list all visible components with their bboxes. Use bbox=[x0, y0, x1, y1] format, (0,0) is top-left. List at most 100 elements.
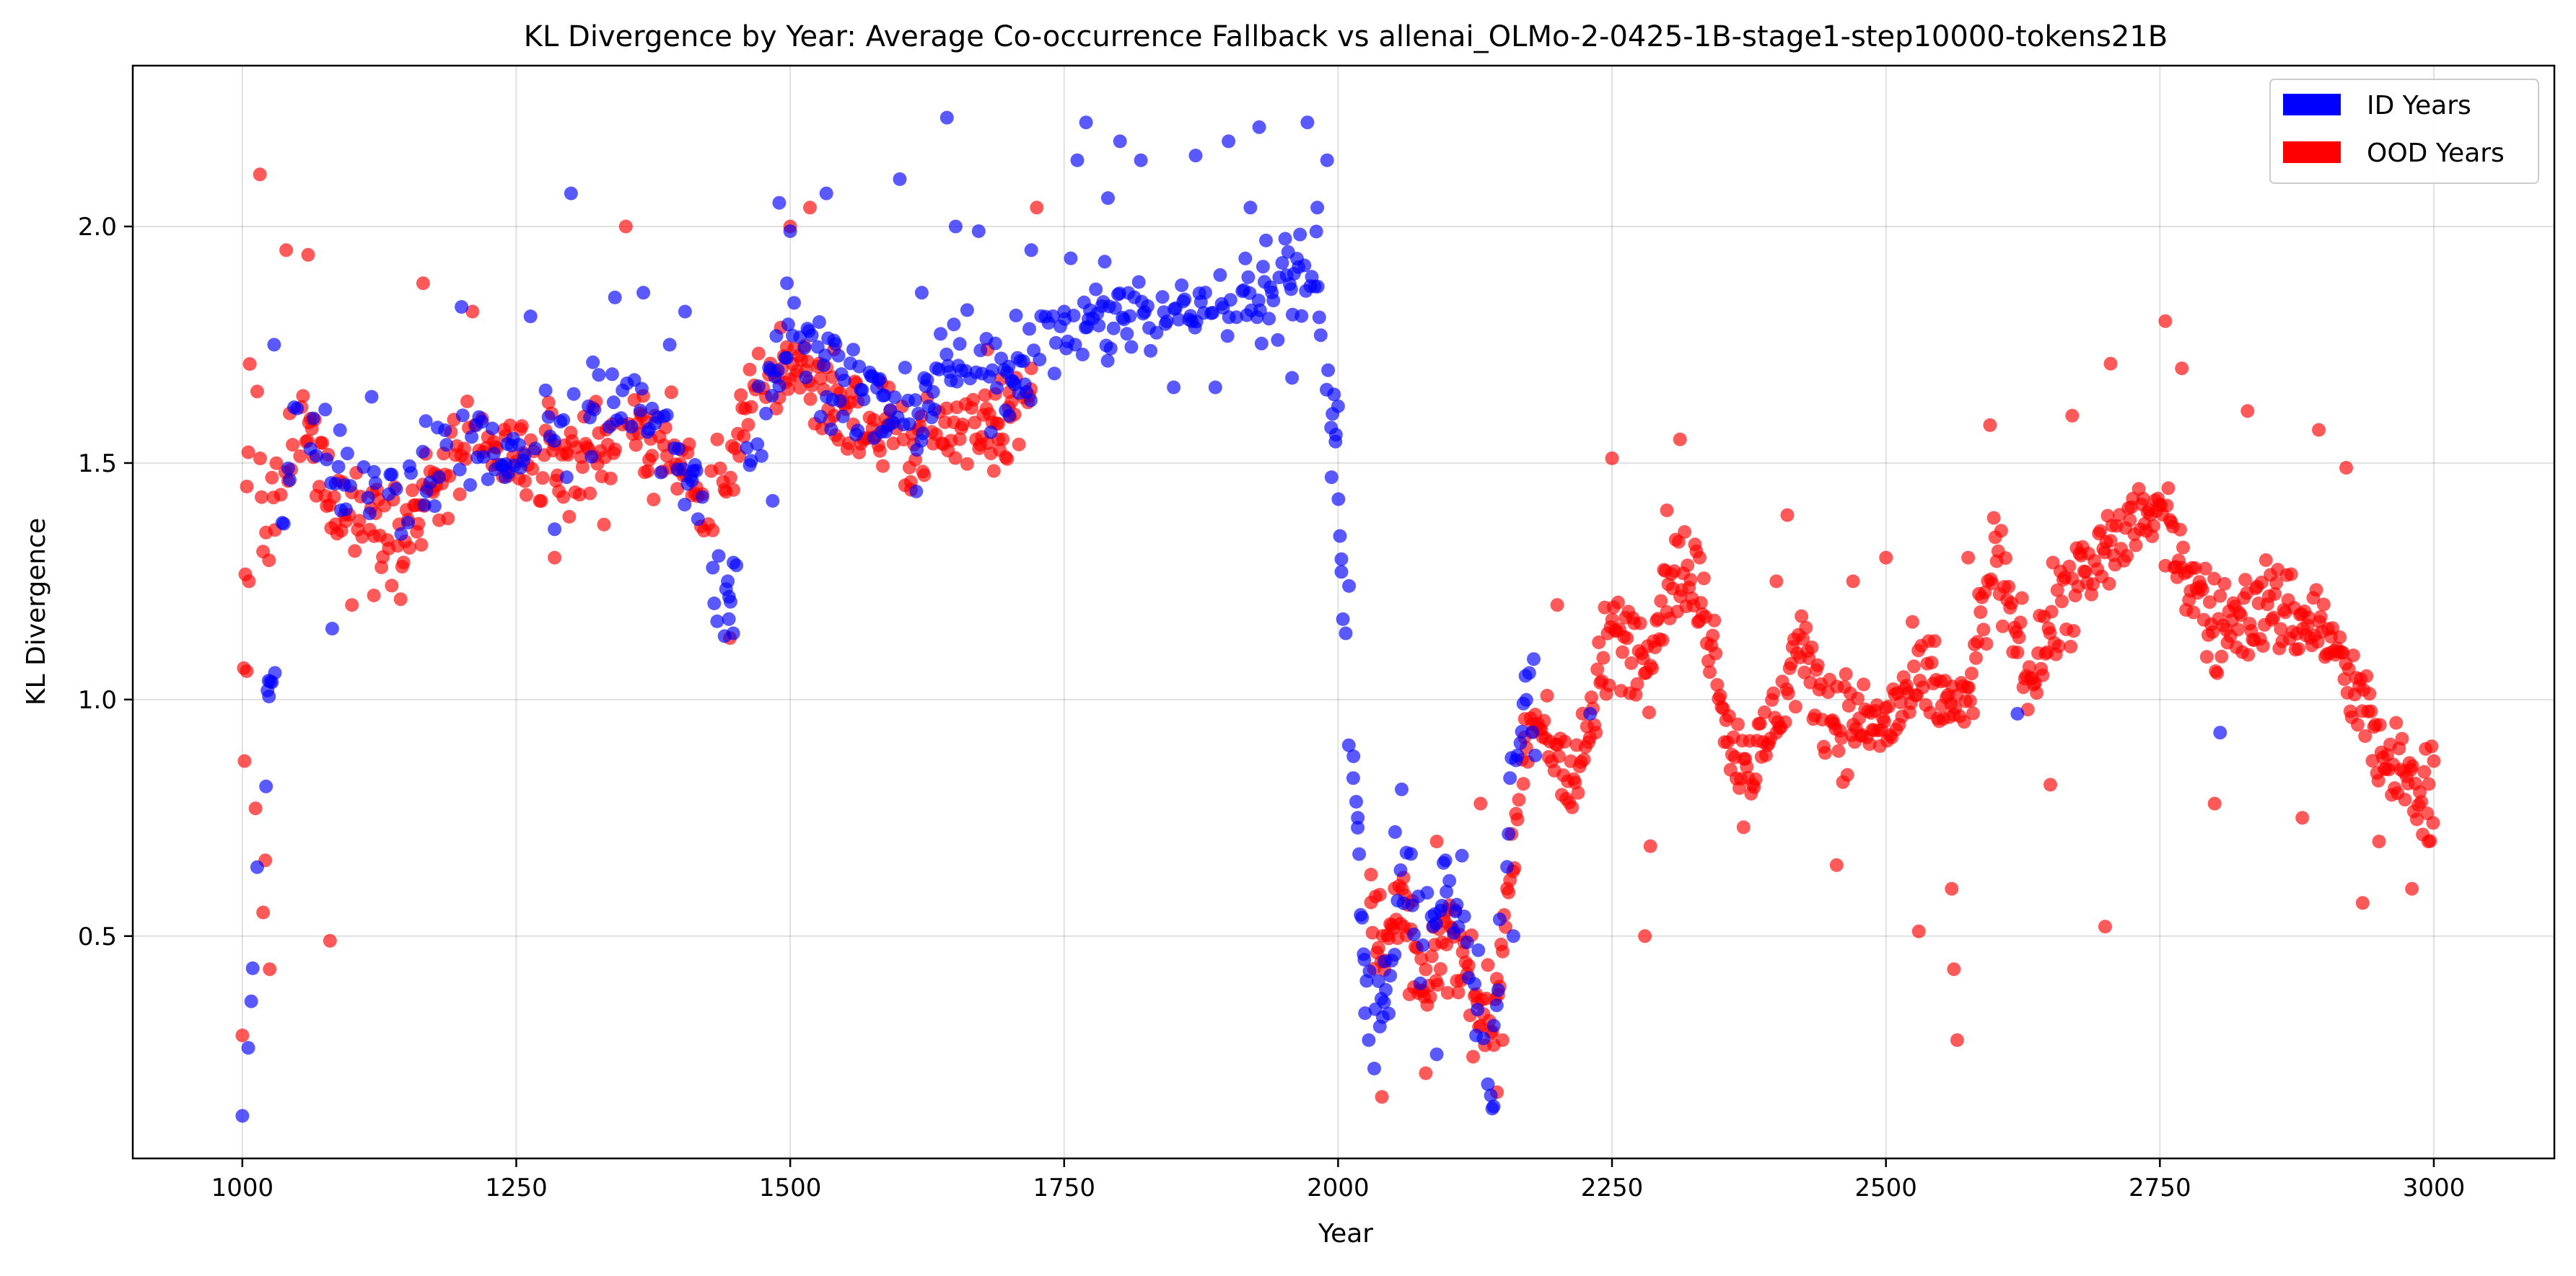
data-point bbox=[1916, 680, 1930, 695]
data-point bbox=[253, 167, 267, 182]
data-point bbox=[614, 411, 628, 426]
data-point bbox=[1075, 348, 1090, 361]
data-point bbox=[828, 337, 843, 351]
data-point bbox=[2145, 529, 2159, 543]
data-point bbox=[939, 110, 954, 125]
data-point bbox=[541, 395, 556, 410]
data-point bbox=[867, 413, 881, 427]
data-point bbox=[2346, 648, 2360, 663]
data-point bbox=[1753, 716, 1767, 731]
data-point bbox=[721, 574, 735, 589]
data-point bbox=[628, 438, 643, 452]
data-point bbox=[1285, 371, 1300, 385]
data-point bbox=[1973, 605, 1988, 620]
data-point bbox=[1471, 1003, 1485, 1017]
data-point bbox=[455, 300, 469, 314]
data-point bbox=[742, 362, 757, 377]
data-point bbox=[1525, 725, 1539, 739]
data-point bbox=[960, 457, 974, 471]
data-point bbox=[1440, 986, 1455, 1000]
data-point bbox=[1495, 1033, 1510, 1047]
data-point bbox=[2313, 610, 2328, 624]
data-point bbox=[1484, 1088, 1498, 1103]
data-point bbox=[800, 354, 815, 369]
data-point bbox=[711, 549, 726, 563]
data-point bbox=[2316, 597, 2331, 612]
data-point bbox=[352, 514, 367, 528]
data-point bbox=[1515, 724, 1529, 739]
data-point bbox=[1293, 227, 1307, 242]
data-point bbox=[2339, 461, 2353, 475]
data-point bbox=[983, 425, 998, 439]
data-point bbox=[803, 201, 817, 215]
data-points bbox=[235, 110, 2441, 1123]
data-point bbox=[1022, 322, 1036, 336]
data-point bbox=[737, 429, 751, 444]
data-point bbox=[1372, 887, 1387, 902]
data-point bbox=[1906, 659, 1921, 674]
data-point bbox=[1985, 576, 1999, 591]
data-point bbox=[1466, 1050, 1480, 1064]
data-point bbox=[691, 512, 705, 527]
data-point bbox=[2067, 624, 2081, 638]
x-tick-label: 2250 bbox=[1581, 1174, 1644, 1202]
data-point bbox=[1407, 927, 1421, 941]
data-point bbox=[2358, 729, 2373, 743]
data-point bbox=[559, 470, 574, 485]
data-point bbox=[1334, 565, 1349, 579]
data-point bbox=[939, 347, 954, 361]
data-point bbox=[1220, 329, 1235, 343]
data-point bbox=[1748, 772, 1763, 786]
data-point bbox=[1208, 380, 1222, 395]
data-point bbox=[1571, 786, 1585, 800]
data-point bbox=[2098, 920, 2112, 934]
data-point bbox=[1629, 687, 1643, 702]
data-point bbox=[403, 541, 416, 555]
data-point bbox=[926, 384, 940, 399]
data-point bbox=[886, 436, 901, 451]
data-point bbox=[1963, 694, 1977, 708]
data-point bbox=[812, 315, 826, 329]
data-point bbox=[2422, 777, 2436, 791]
data-point bbox=[1333, 529, 1347, 543]
data-point bbox=[1346, 749, 1361, 763]
data-point bbox=[1351, 811, 1365, 825]
data-point bbox=[1451, 920, 1466, 934]
data-point bbox=[1375, 1090, 1389, 1104]
data-point bbox=[235, 1029, 250, 1042]
data-point bbox=[978, 388, 992, 402]
data-point bbox=[1358, 1006, 1372, 1021]
data-point bbox=[1731, 717, 1745, 731]
data-point bbox=[241, 445, 255, 459]
data-point bbox=[888, 390, 902, 405]
data-point bbox=[939, 401, 954, 415]
data-point bbox=[556, 413, 571, 427]
data-point bbox=[1144, 343, 1158, 358]
data-point bbox=[2050, 583, 2064, 597]
data-point bbox=[1420, 886, 1434, 900]
data-point bbox=[2010, 646, 2025, 659]
data-point bbox=[2424, 739, 2439, 754]
data-point bbox=[689, 464, 704, 478]
data-point bbox=[2020, 703, 2035, 717]
x-tick-label: 2000 bbox=[1307, 1174, 1370, 1202]
y-tick-label: 0.5 bbox=[78, 923, 117, 951]
data-point bbox=[769, 402, 784, 415]
data-point bbox=[1496, 944, 1510, 959]
data-point bbox=[1457, 910, 1471, 923]
x-axis-label: Year bbox=[1318, 1219, 1373, 1249]
data-point bbox=[1893, 695, 1908, 710]
data-point bbox=[301, 247, 315, 262]
data-point bbox=[1740, 760, 1754, 774]
data-point bbox=[1831, 744, 1846, 758]
data-point bbox=[1101, 191, 1115, 206]
data-point bbox=[455, 408, 470, 423]
data-point bbox=[1722, 709, 1736, 723]
data-point bbox=[1510, 748, 1525, 762]
data-point bbox=[394, 527, 408, 541]
data-point bbox=[242, 574, 256, 589]
data-point bbox=[813, 410, 828, 424]
data-point bbox=[1430, 977, 1445, 992]
data-point bbox=[256, 905, 271, 920]
data-point bbox=[481, 472, 495, 486]
